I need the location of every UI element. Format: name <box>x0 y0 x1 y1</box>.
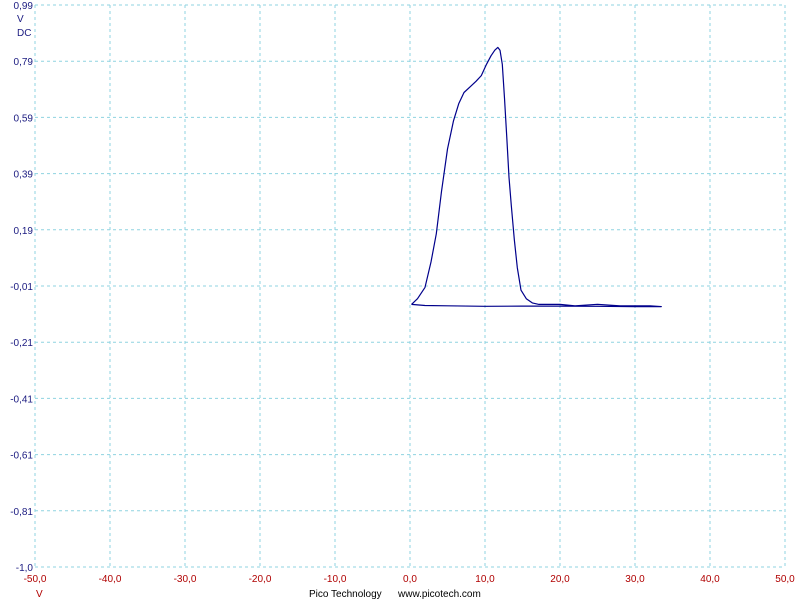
x-tick-label: 30,0 <box>625 574 645 585</box>
x-axis-ticks: -50,0 -40,0 -30,0 -20,0 -10,0 0,0 10,0 20,0 30,0… <box>24 574 796 585</box>
y-unit-label: V <box>17 14 24 25</box>
footer-brand: Pico Technology <box>309 589 382 600</box>
x-tick-label: -40,0 <box>99 574 122 585</box>
y-tick-label: -0,81 <box>10 507 33 518</box>
y-tick-label: 0,19 <box>14 226 34 237</box>
x-tick-label: 50,0 <box>775 574 795 585</box>
y-tick-label: 0,59 <box>14 113 34 124</box>
y-coupling-label: DC <box>17 28 31 39</box>
plot-grid <box>34 4 786 568</box>
x-tick-label: -10,0 <box>324 574 347 585</box>
y-tick-label: -0,21 <box>10 338 33 349</box>
x-tick-label: 10,0 <box>475 574 495 585</box>
series-trace <box>411 46 662 308</box>
y-tick-label: 0,99 <box>14 1 34 12</box>
footer-url: www.picotech.com <box>397 589 481 600</box>
x-tick-label: -20,0 <box>249 574 272 585</box>
y-axis-ticks: 0,99 0,79 0,59 0,39 0,19 -0,01 -0,21 -0,41 -0,61… <box>10 1 33 574</box>
x-tick-label: -50,0 <box>24 574 47 585</box>
y-tick-label: 0,79 <box>14 57 34 68</box>
trace-layer <box>411 46 662 308</box>
y-tick-label: -0,01 <box>10 282 33 293</box>
x-tick-label: 0,0 <box>403 574 417 585</box>
x-tick-label: 40,0 <box>700 574 720 585</box>
y-tick-label: -0,41 <box>10 394 33 405</box>
x-tick-label: -30,0 <box>174 574 197 585</box>
y-tick-label: 0,39 <box>14 170 34 181</box>
x-unit-label: V <box>36 589 43 600</box>
y-tick-label: -1,0 <box>16 563 34 574</box>
y-tick-label: -0,61 <box>10 451 33 462</box>
x-tick-label: 20,0 <box>550 574 570 585</box>
